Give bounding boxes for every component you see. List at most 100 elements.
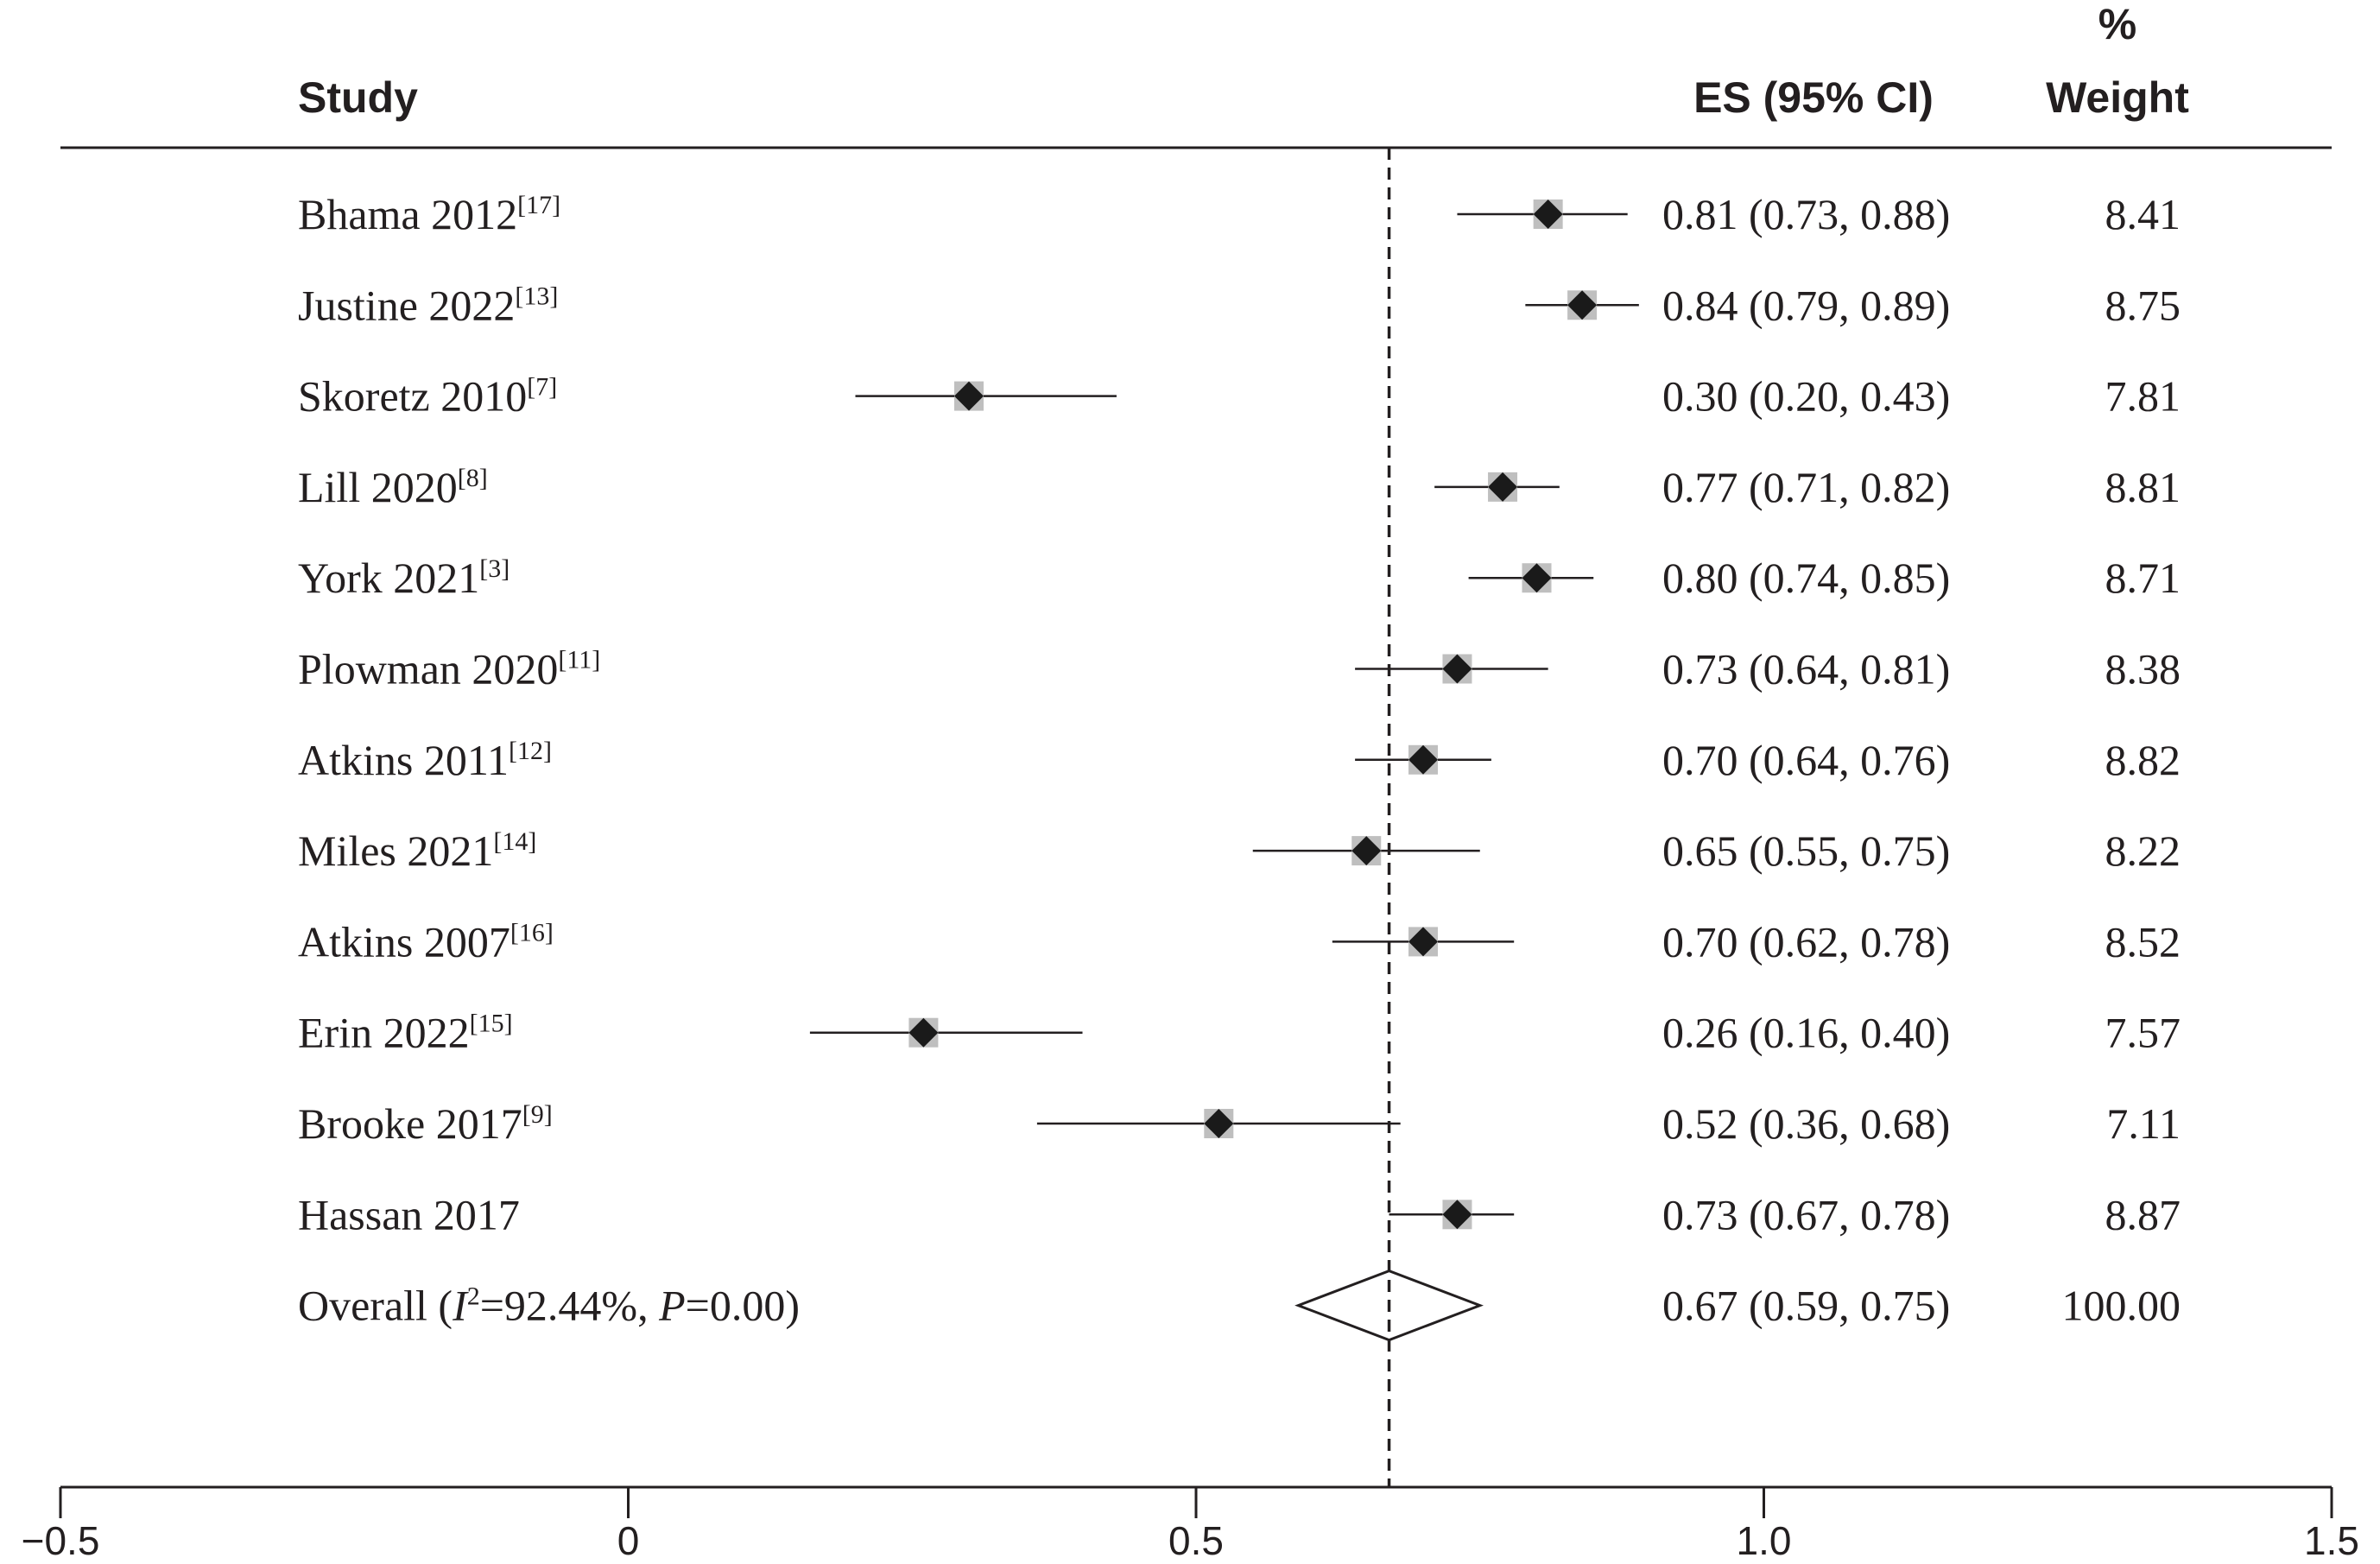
study-ref: [12] (509, 737, 552, 765)
study-rows: Bhama 2012[17] 0.81 (0.73, 0.88) 8.41 Justi… (298, 148, 2181, 1487)
overall-label-part: 2 (467, 1282, 480, 1311)
study-label: Lill 2020[8] (298, 463, 488, 511)
study-name: Justine 2022 (298, 281, 515, 329)
study-label: Plowman 2020[11] (298, 645, 600, 693)
point-estimate-marker (1408, 927, 1438, 957)
x-tick-label: 0.5 (1168, 1518, 1224, 1563)
study-ref: [15] (470, 1010, 513, 1038)
overall-label-part: Overall ( (298, 1282, 453, 1330)
point-estimate-marker (1533, 199, 1563, 229)
study-row: Skoretz 2010[7] 0.30 (0.20, 0.43) 7.81 (298, 372, 2181, 421)
study-row: Lill 2020[8] 0.77 (0.71, 0.82) 8.81 (298, 463, 2181, 511)
point-estimate-marker (1522, 563, 1552, 593)
es-ci-text: 0.52 (0.36, 0.68) (1662, 1099, 1950, 1148)
es-ci-text: 0.70 (0.64, 0.76) (1662, 736, 1950, 784)
weight-text: 7.81 (2105, 372, 2181, 421)
weight-text: 8.52 (2105, 917, 2181, 966)
study-name: Lill 2020 (298, 463, 458, 511)
point-estimate-marker (954, 381, 984, 411)
study-name: Brooke 2017 (298, 1099, 522, 1148)
point-estimate-marker (1408, 744, 1438, 775)
study-row: Bhama 2012[17] 0.81 (0.73, 0.88) 8.41 (298, 190, 2181, 238)
study-row: Atkins 2011[12] 0.70 (0.64, 0.76) 8.82 (298, 736, 2181, 784)
study-ref: [14] (493, 827, 536, 856)
study-row: Miles 2021[14] 0.65 (0.55, 0.75) 8.22 (298, 826, 2181, 875)
study-ref: [7] (527, 373, 557, 402)
es-ci-text: 0.65 (0.55, 0.75) (1662, 826, 1950, 875)
header-weight: Weight (2046, 73, 2189, 122)
es-ci-text: 0.73 (0.64, 0.81) (1662, 645, 1950, 693)
study-label: Brooke 2017[9] (298, 1099, 553, 1148)
weight-text: 8.81 (2105, 463, 2181, 511)
study-name: Atkins 2007 (298, 917, 510, 966)
overall-label-part: =92.44%, (480, 1282, 659, 1330)
study-name: Atkins 2011 (298, 736, 509, 784)
point-estimate-marker (1351, 836, 1382, 866)
overall-weight-text: 100.00 (2062, 1282, 2181, 1330)
weight-text: 8.41 (2105, 190, 2181, 238)
overall-diamond (1294, 1269, 1484, 1342)
study-name: Miles 2021 (298, 826, 493, 875)
weight-text: 8.82 (2105, 736, 2181, 784)
study-row: Erin 2022[15] 0.26 (0.16, 0.40) 7.57 (298, 1009, 2181, 1057)
study-label: Skoretz 2010[7] (298, 372, 557, 421)
study-label: Erin 2022[15] (298, 1009, 513, 1057)
study-ref: [16] (510, 918, 554, 947)
header-weight-percent: % (2098, 0, 2136, 48)
study-ref: [17] (517, 191, 560, 219)
x-tick-label: −0.5 (22, 1518, 100, 1563)
header-es: ES (95% CI) (1693, 73, 1934, 122)
es-ci-text: 0.81 (0.73, 0.88) (1662, 190, 1950, 238)
point-estimate-marker (908, 1017, 939, 1048)
overall-es-text: 0.67 (0.59, 0.75) (1662, 1282, 1950, 1330)
study-name: Bhama 2012 (298, 190, 517, 238)
study-label: Miles 2021[14] (298, 826, 536, 875)
study-ref: [11] (558, 646, 600, 674)
overall-row: Overall (I2=92.44%, P=0.00) 0.67 (0.59, 0… (298, 1269, 2181, 1342)
overall-label-part: =0.00) (686, 1282, 800, 1330)
weight-text: 8.22 (2105, 826, 2181, 875)
study-label: Atkins 2011[12] (298, 736, 552, 784)
point-estimate-marker (1204, 1109, 1234, 1138)
es-ci-text: 0.80 (0.74, 0.85) (1662, 554, 1950, 602)
study-row: Justine 2022[13] 0.84 (0.79, 0.89) 8.75 (298, 281, 2181, 329)
weight-text: 8.71 (2105, 554, 2181, 602)
study-ref: [3] (479, 554, 510, 583)
weight-text: 8.75 (2105, 281, 2181, 329)
study-row: Hassan 2017 0.73 (0.67, 0.78) 8.87 (298, 1190, 2181, 1238)
study-row: Plowman 2020[11] 0.73 (0.64, 0.81) 8.38 (298, 645, 2181, 693)
weight-text: 7.57 (2105, 1009, 2181, 1057)
study-name: Plowman 2020 (298, 645, 558, 693)
study-label: Hassan 2017 (298, 1190, 520, 1238)
study-row: York 2021[3] 0.80 (0.74, 0.85) 8.71 (298, 554, 2181, 602)
study-name: Hassan 2017 (298, 1190, 520, 1238)
point-estimate-marker (1442, 654, 1472, 684)
header-study: Study (298, 73, 418, 122)
overall-label-part: P (658, 1282, 686, 1330)
weight-text: 7.11 (2106, 1099, 2181, 1148)
es-ci-text: 0.26 (0.16, 0.40) (1662, 1009, 1950, 1057)
es-ci-text: 0.77 (0.71, 0.82) (1662, 463, 1950, 511)
study-ref: [13] (515, 282, 558, 310)
es-ci-text: 0.73 (0.67, 0.78) (1662, 1190, 1950, 1238)
x-tick-label: 1.5 (2304, 1518, 2359, 1563)
study-name: Erin 2022 (298, 1009, 470, 1057)
x-tick-label: 1.0 (1737, 1518, 1792, 1563)
point-estimate-marker (1567, 290, 1598, 320)
study-name: York 2021 (298, 554, 479, 602)
point-estimate-marker (1488, 472, 1518, 502)
weight-text: 8.87 (2105, 1190, 2181, 1238)
weight-text: 8.38 (2105, 645, 2181, 693)
overall-label: Overall (I2=92.44%, P=0.00) (298, 1282, 800, 1330)
study-row: Atkins 2007[16] 0.70 (0.62, 0.78) 8.52 (298, 917, 2181, 966)
study-name: Skoretz 2010 (298, 372, 527, 421)
study-ref: [9] (522, 1100, 553, 1129)
study-ref: [8] (458, 464, 488, 492)
overall-label-part: I (452, 1282, 469, 1330)
study-label: Atkins 2007[16] (298, 917, 554, 966)
es-ci-text: 0.70 (0.62, 0.78) (1662, 917, 1950, 966)
study-label: Justine 2022[13] (298, 281, 558, 329)
es-ci-text: 0.30 (0.20, 0.43) (1662, 372, 1950, 421)
study-label: York 2021[3] (298, 554, 510, 602)
